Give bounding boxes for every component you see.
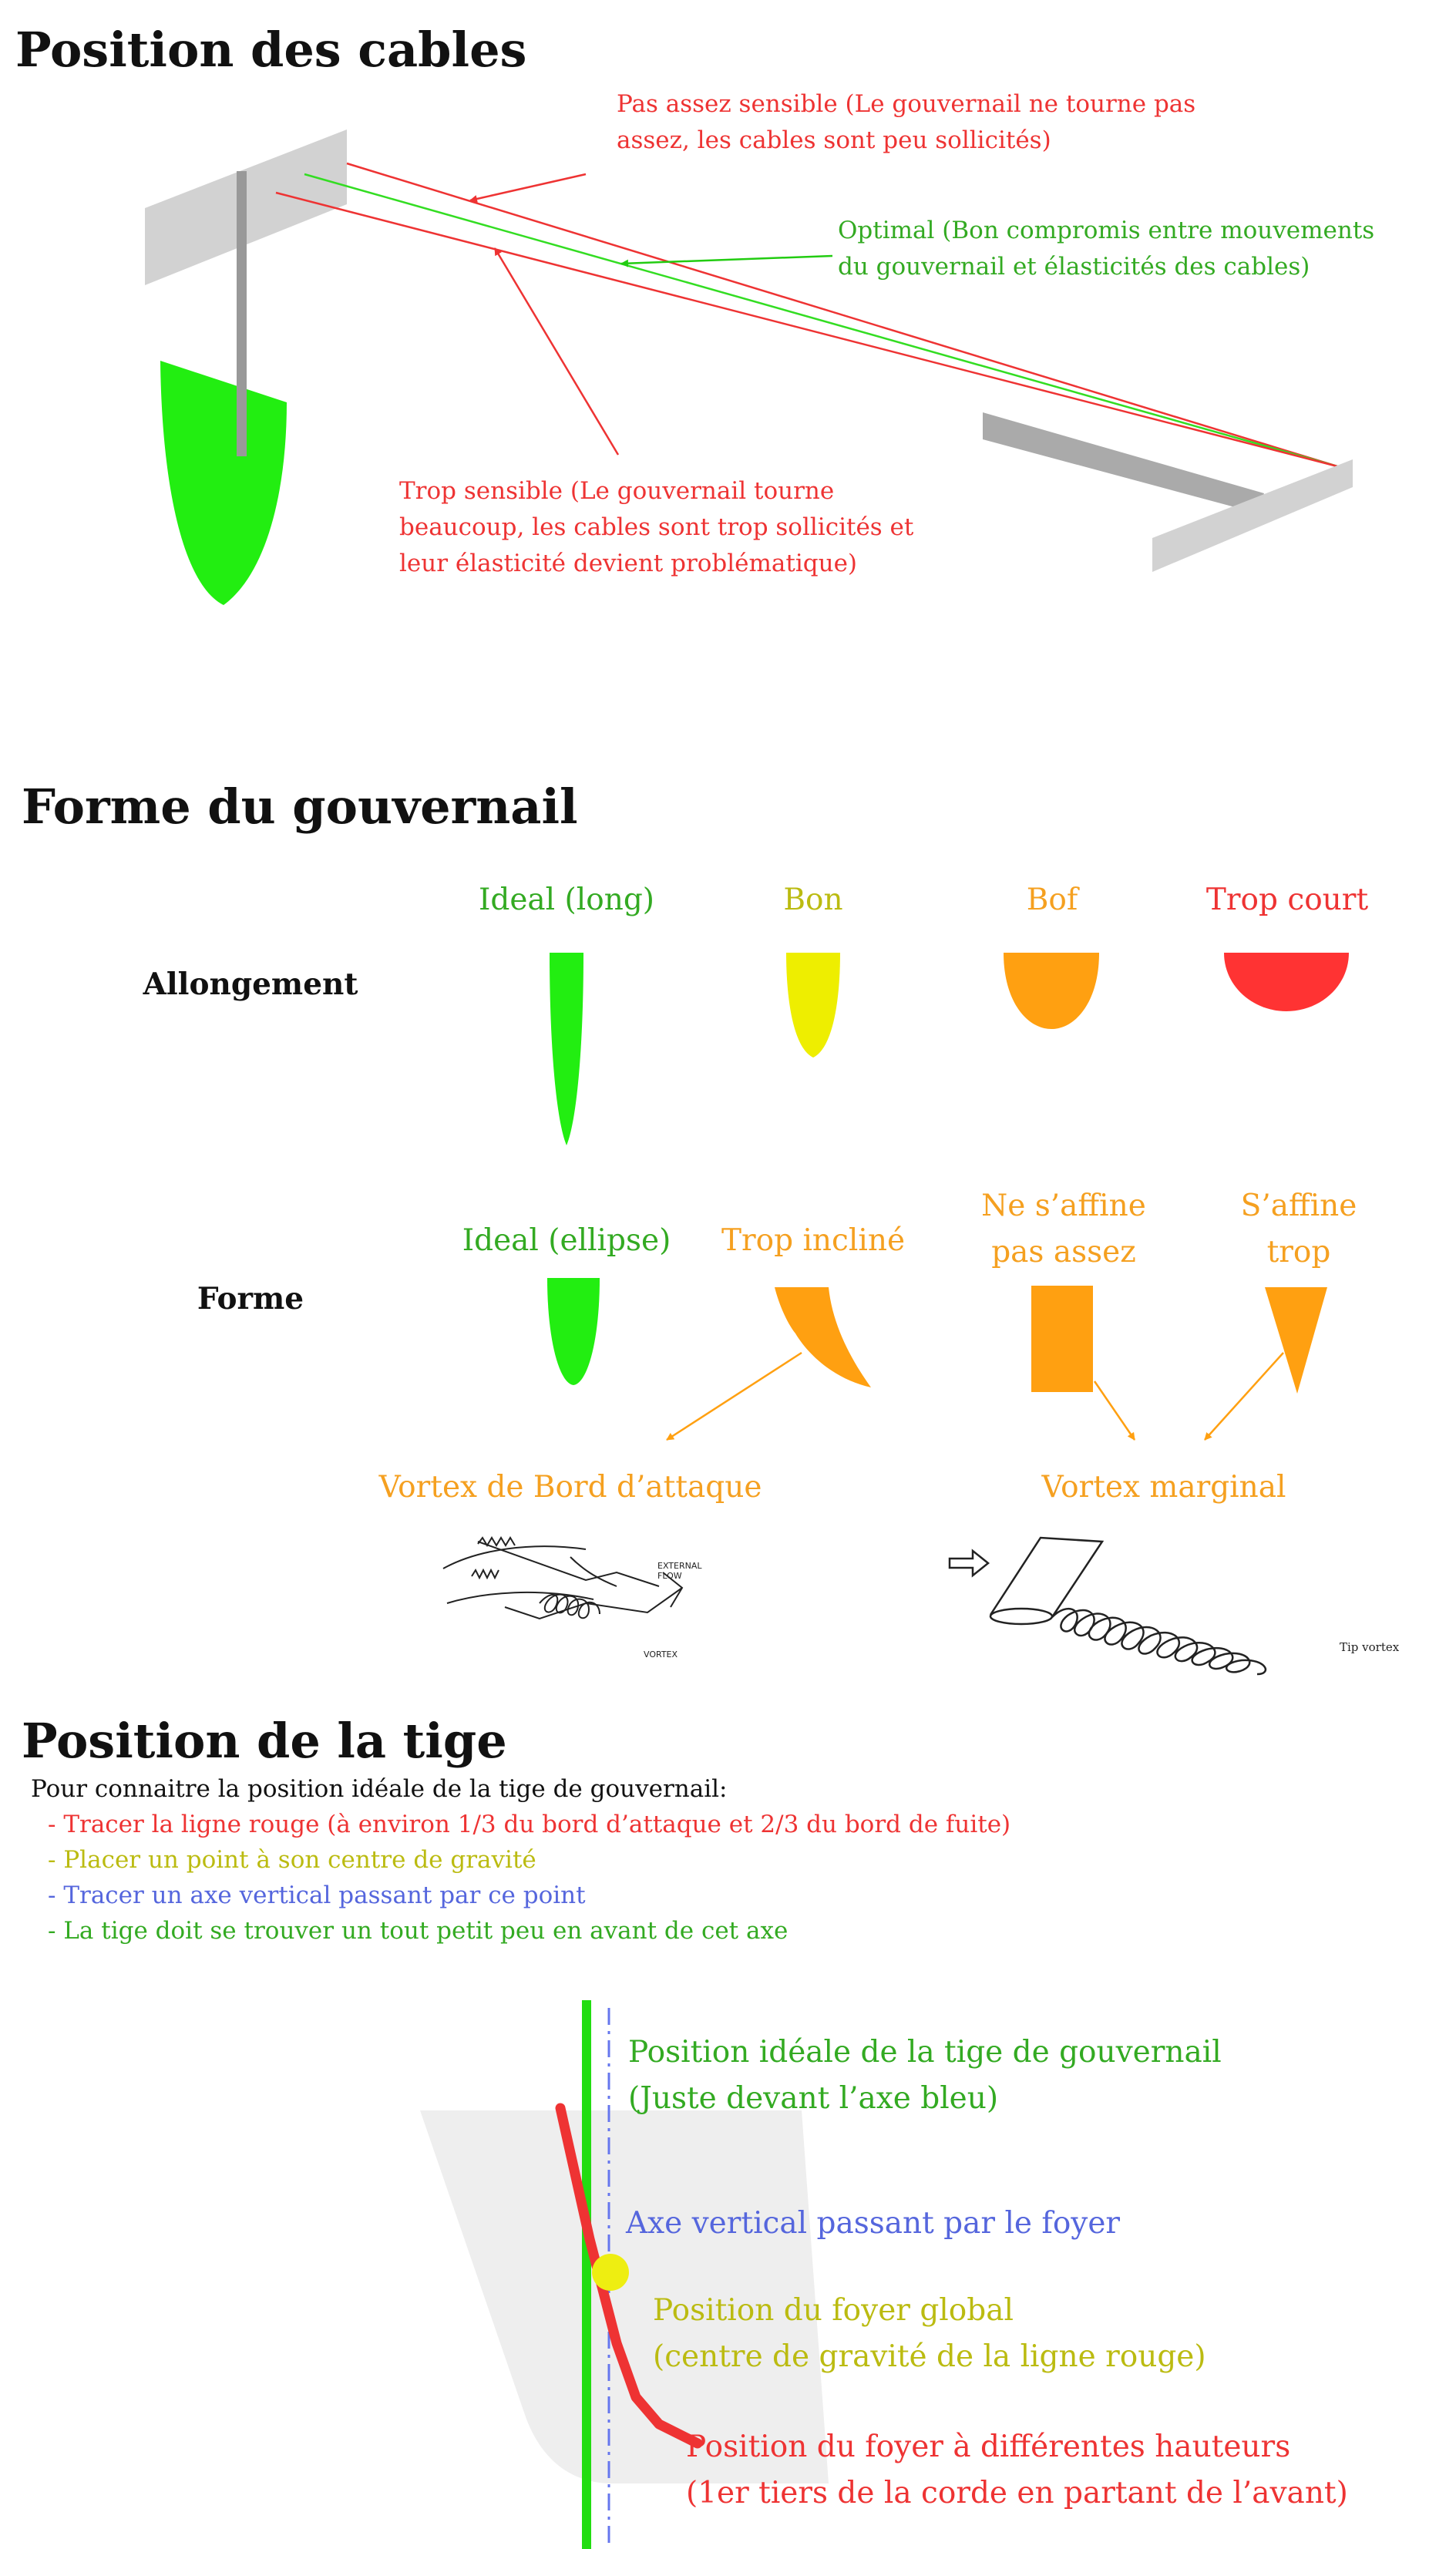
shape-over-tapered	[1265, 1287, 1327, 1394]
rudder-blade	[160, 361, 287, 605]
arrow-sensitive	[493, 247, 620, 456]
arrow-weak	[469, 173, 587, 203]
instruction-step-blue: - Tracer un axe vertical passant par ce …	[48, 1881, 586, 1909]
arrow-over-tapered-to-tip	[1204, 1352, 1284, 1441]
annotation-weak-line1: Pas assez sensible (Le gouvernail ne tou…	[617, 90, 1196, 118]
shape-ideal-long	[550, 953, 583, 1145]
sketch-leading-edge-vortex	[442, 1536, 684, 1620]
callout-focus-heights: Position du foyer à différentes hauteurs…	[686, 2424, 1348, 2517]
annotation-sensitive: Trop sensible (Le gouvernail tourne beau…	[399, 473, 913, 582]
vortex-leading-edge-label: Vortex de Bord d’attaque	[378, 1470, 762, 1505]
shape-good	[786, 953, 840, 1058]
deck-bar-dark	[983, 412, 1264, 513]
instruction-step-yellow: - Placer un point à son centre de gravit…	[48, 1846, 536, 1874]
annotation-sensitive-line1: Trop sensible (Le gouvernail tourne	[399, 477, 835, 505]
callout-global-focus-line1: Position du foyer global	[653, 2293, 1014, 2328]
shape-label-meh: Bof	[1026, 883, 1078, 917]
shape-label-ideal-long: Ideal (long)	[478, 883, 655, 917]
instructions-intro: Pour connaitre la position idéale de la …	[31, 1775, 728, 1803]
callout-focus-heights-line2: (1er tiers de la corde en partant de l’a…	[686, 2476, 1348, 2510]
shape-label-not-tapered-line1: Ne s’affine	[981, 1189, 1146, 1223]
rudder-shapes: EXTERNAL FLOW VORTEX Tip vortex	[442, 953, 1400, 1676]
shape-label-too-inclined: Trop incliné	[690, 1218, 936, 1264]
annotation-optimal-line2: du gouvernail et élasticités des cables)	[838, 253, 1310, 281]
row-label-shape: Forme	[197, 1281, 304, 1317]
cable-optimal	[304, 173, 1338, 468]
arrow-optimal	[620, 254, 833, 267]
sketch1-external-flow-2: FLOW	[657, 1571, 682, 1581]
sketch1-external-flow-1: EXTERNAL	[657, 1561, 702, 1571]
instruction-step-green: - La tige doit se trouver un tout petit …	[48, 1917, 789, 1945]
rudder-outline	[420, 2110, 829, 2483]
instruction-step-red: - Tracer la ligne rouge (à environ 1/3 d…	[48, 1811, 1011, 1838]
rudder-stock	[237, 171, 247, 456]
shape-label-not-tapered: Ne s’affine pas assez	[940, 1183, 1187, 1276]
shape-label-ideal-ellipse-line1: Ideal (ellipse)	[462, 1223, 671, 1258]
cables-diagram	[145, 129, 1353, 605]
shape-label-over-tapered-line2: trop	[1266, 1235, 1331, 1269]
shape-label-too-short: Trop court	[1205, 883, 1369, 917]
section-title-stock: Position de la tige	[22, 1713, 507, 1769]
shape-meh	[1004, 953, 1099, 1029]
sketch-tip-vortex	[948, 1536, 1267, 1676]
shape-too-short	[1224, 953, 1349, 1011]
callout-focus-heights-line1: Position du foyer à différentes hauteurs	[686, 2430, 1291, 2464]
callout-ideal-position-line2: (Juste devant l’axe bleu)	[628, 2081, 999, 2116]
annotation-sensitive-line3: leur élasticité devient problématique)	[399, 550, 858, 577]
sketch2-tip-vortex-label: Tip vortex	[1340, 1640, 1400, 1654]
shape-label-too-inclined-line1: Trop incliné	[721, 1223, 906, 1258]
red-quarter-chord-line	[555, 2103, 703, 2449]
arrow-to-leading-vortex	[666, 1351, 802, 1441]
cable-sensitive	[275, 191, 1338, 468]
callout-global-focus-line2: (centre de gravité de la ligne rouge)	[653, 2339, 1206, 2374]
section-title-shape: Forme du gouvernail	[22, 778, 578, 835]
callout-ideal-position: Position idéale de la tige de gouvernail…	[628, 2029, 1222, 2122]
shape-label-over-tapered: S’affine trop	[1175, 1183, 1422, 1276]
annotation-weak: Pas assez sensible (Le gouvernail ne tou…	[617, 86, 1195, 159]
callout-global-focus: Position du foyer global (centre de grav…	[653, 2288, 1206, 2380]
shape-label-not-tapered-line2: pas assez	[991, 1235, 1136, 1269]
annotation-optimal: Optimal (Bon compromis entre mouvements …	[838, 213, 1374, 285]
annotation-sensitive-line2: beaucoup, les cables sont trop sollicité…	[399, 513, 914, 541]
cable-weak	[346, 162, 1338, 468]
shape-label-good: Bon	[783, 883, 843, 917]
annotation-optimal-line1: Optimal (Bon compromis entre mouvements	[838, 217, 1375, 244]
sketch1-vortex-label: VORTEX	[644, 1649, 678, 1660]
section-title-cables: Position des cables	[15, 22, 527, 78]
vortex-tip-label: Vortex marginal	[1041, 1470, 1286, 1505]
shape-label-over-tapered-line1: S’affine	[1240, 1189, 1357, 1223]
shape-label-ideal-ellipse: Ideal (ellipse)	[443, 1218, 690, 1264]
callout-ideal-position-line1: Position idéale de la tige de gouvernail	[628, 2035, 1222, 2070]
arrow-not-tapered-to-tip	[1093, 1380, 1136, 1441]
shape-not-tapered	[1031, 1286, 1093, 1392]
row-label-aspect-ratio: Allongement	[143, 967, 358, 1002]
annotation-weak-line2: assez, les cables sont peu sollicités)	[617, 126, 1051, 154]
instructions: Pour connaitre la position idéale de la …	[31, 1771, 1010, 1949]
shape-ideal-ellipse	[547, 1278, 600, 1385]
deck-bar-light	[1152, 459, 1353, 572]
shape-too-inclined	[775, 1287, 871, 1387]
callout-vertical-axis: Axe vertical passant par le foyer	[626, 2206, 1121, 2241]
global-focus-point	[592, 2254, 629, 2291]
